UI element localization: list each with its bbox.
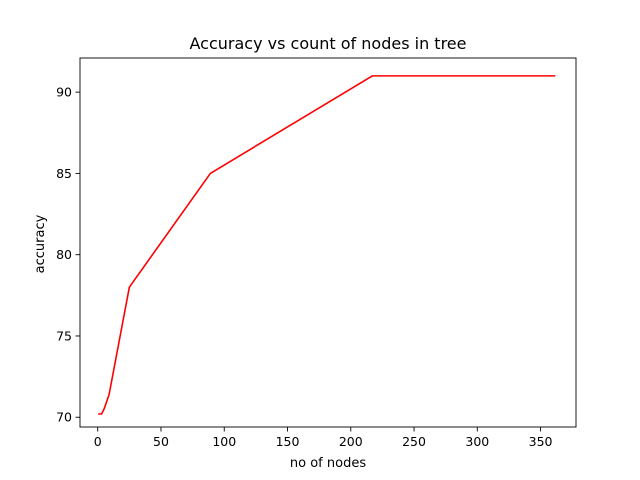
y-tick-label: 80 (56, 247, 72, 262)
y-tick-label: 75 (56, 328, 72, 343)
x-tick-label: 50 (153, 434, 169, 449)
plot-area: 0 50 100 150 200 250 300 350 70 75 80 85 90 (56, 57, 577, 449)
x-tick-label: 100 (212, 434, 236, 449)
y-axis-label: accuracy (33, 214, 48, 273)
x-axis-label: no of nodes (290, 456, 366, 471)
y-tick-label: 85 (56, 166, 72, 181)
chart-title: Accuracy vs count of nodes in tree (190, 34, 467, 53)
x-tick-label: 300 (465, 434, 489, 449)
x-tick-label: 250 (402, 434, 426, 449)
y-tick-label: 90 (56, 85, 72, 100)
series-line-0 (98, 75, 556, 415)
x-tick-label: 150 (276, 434, 300, 449)
y-tick-label: 70 (56, 410, 72, 425)
x-tick-label: 350 (529, 434, 553, 449)
x-tick-label: 0 (94, 434, 102, 449)
axes-frame (79, 57, 577, 428)
x-tick-label: 200 (339, 434, 363, 449)
